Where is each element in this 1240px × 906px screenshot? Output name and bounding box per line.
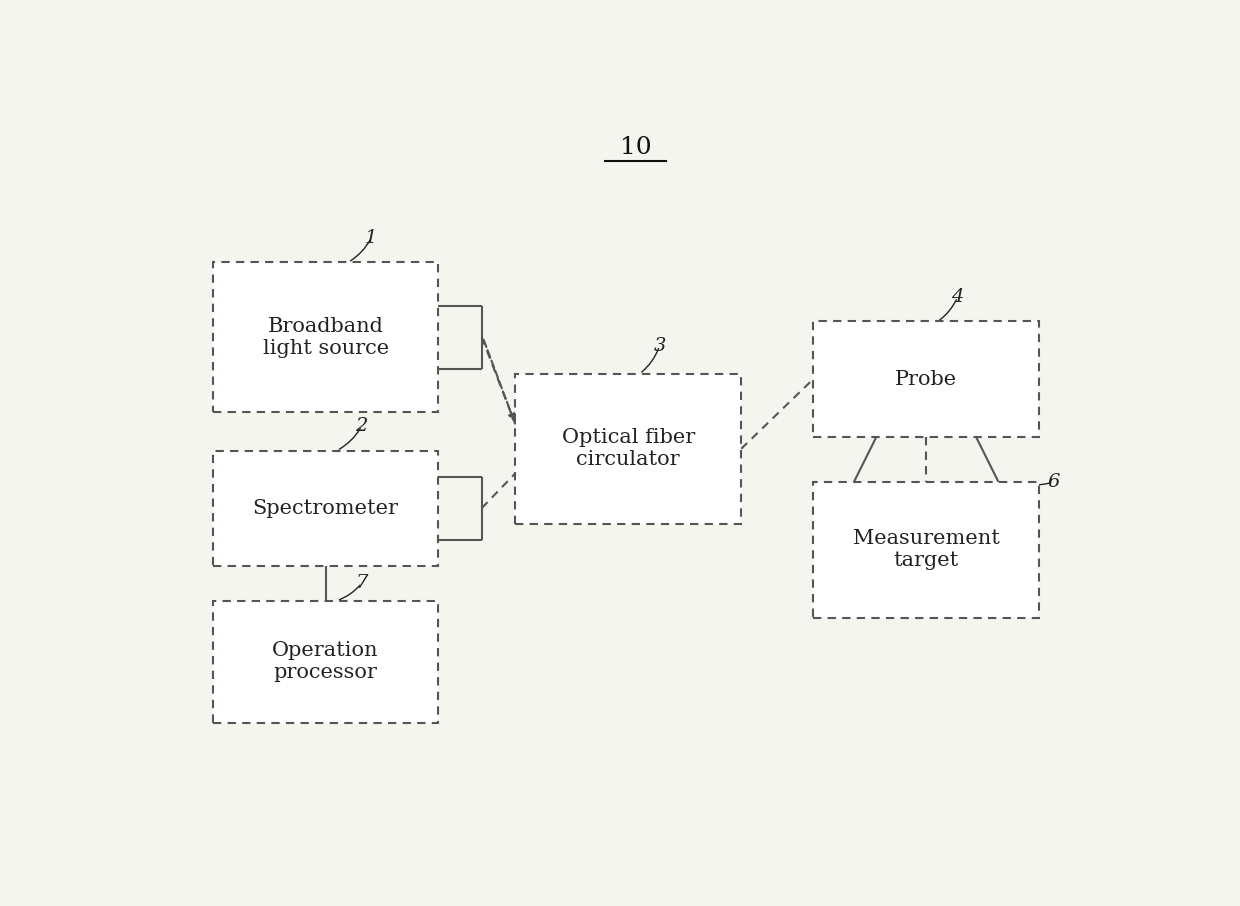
Bar <box>213 601 439 723</box>
Text: 6: 6 <box>1048 473 1060 491</box>
Text: Spectrometer: Spectrometer <box>253 498 398 517</box>
Bar <box>813 322 1039 437</box>
Text: 4: 4 <box>951 288 963 306</box>
Text: Operation
processor: Operation processor <box>273 641 379 682</box>
Text: 2: 2 <box>356 417 368 435</box>
Text: 10: 10 <box>620 136 651 159</box>
Text: 7: 7 <box>356 574 368 593</box>
Text: 3: 3 <box>653 337 666 355</box>
Text: Probe: Probe <box>895 370 957 389</box>
Text: Broadband
light source: Broadband light source <box>263 317 388 358</box>
Text: Measurement
target: Measurement target <box>853 529 999 571</box>
Bar <box>213 262 439 412</box>
Text: Optical fiber
circulator: Optical fiber circulator <box>562 429 694 469</box>
Bar <box>516 374 742 524</box>
Bar <box>813 482 1039 618</box>
Text: 1: 1 <box>365 229 377 246</box>
Bar <box>213 450 439 565</box>
